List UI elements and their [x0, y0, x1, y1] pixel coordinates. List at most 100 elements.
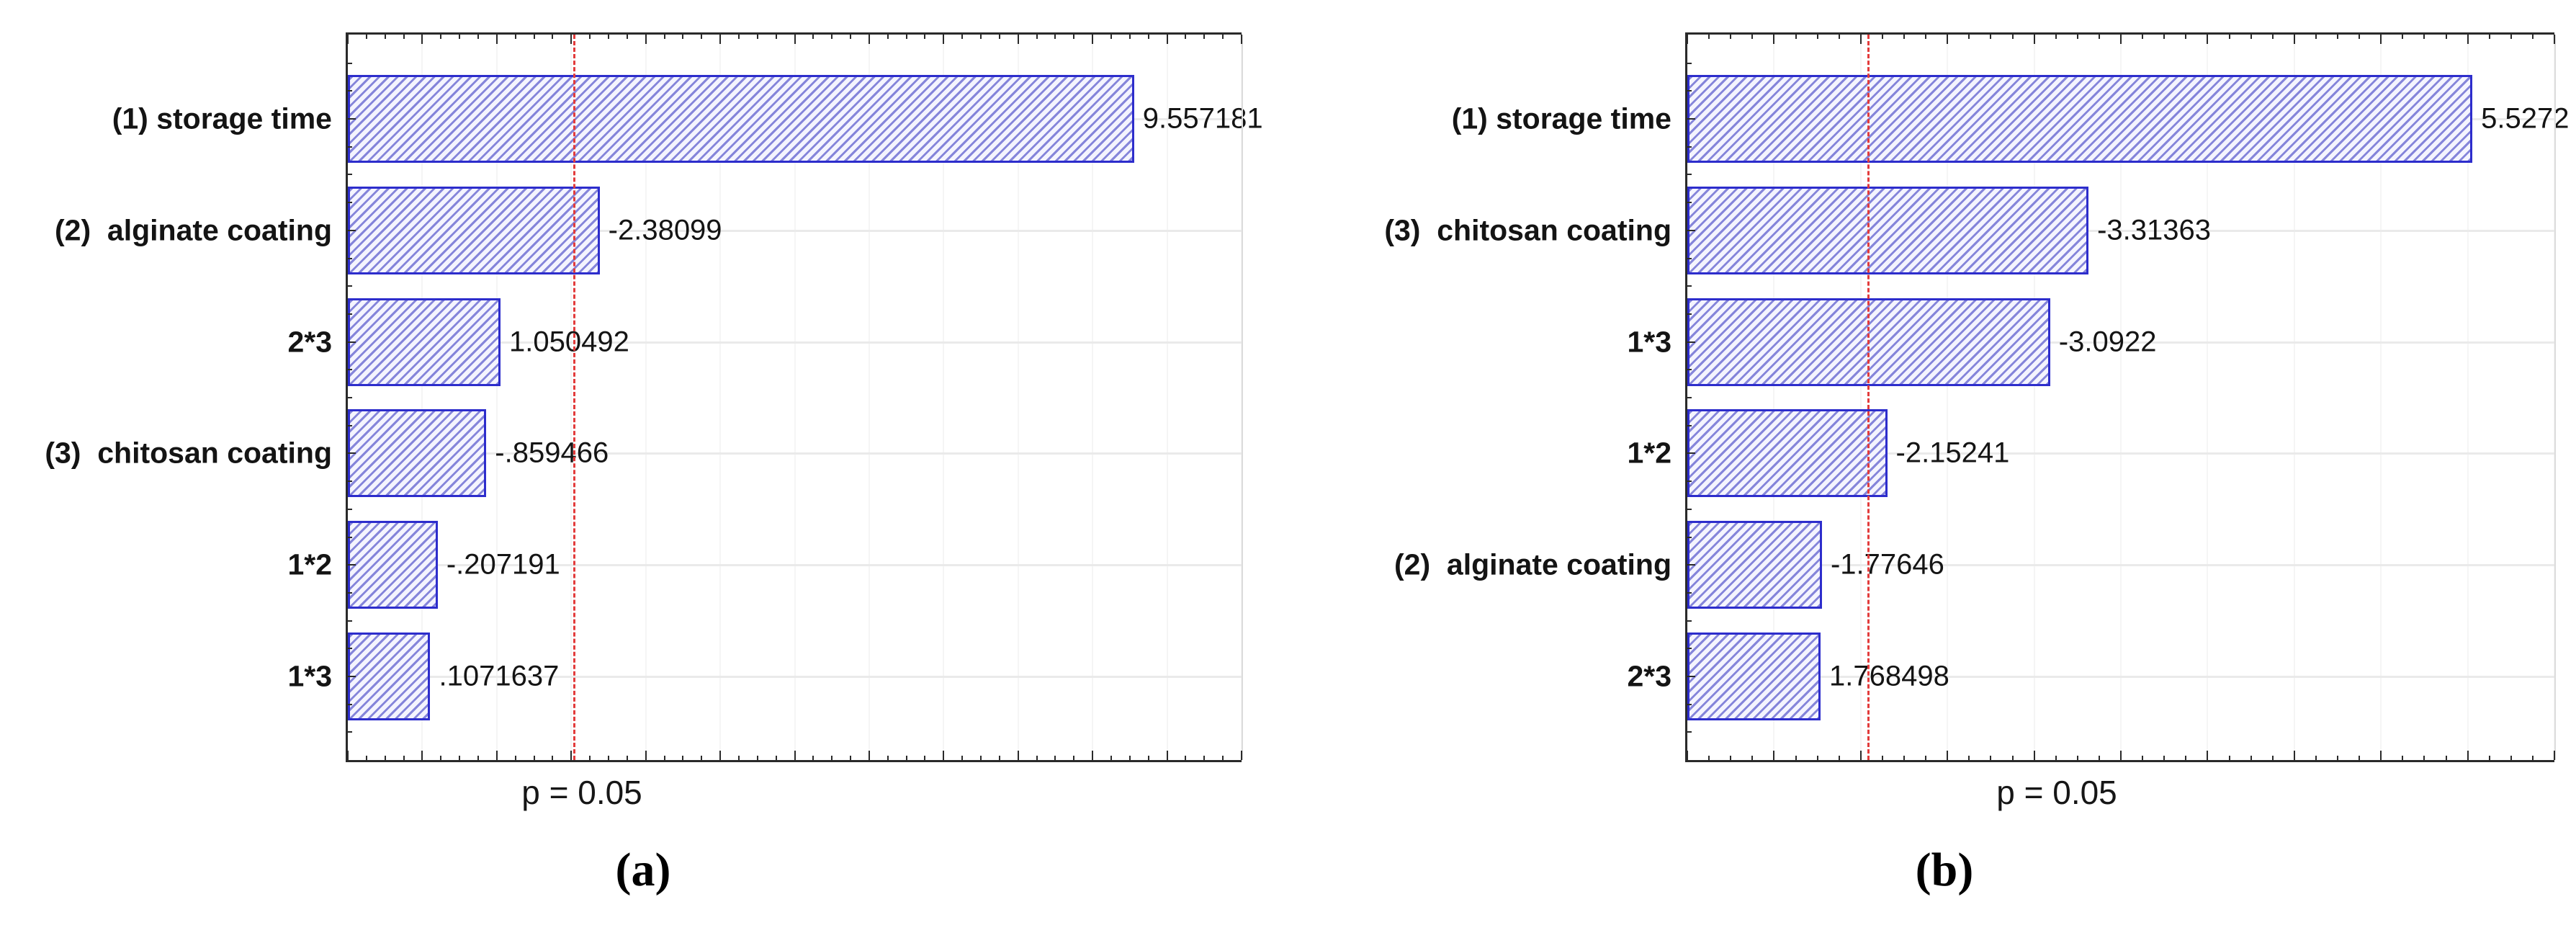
vertical-gridline	[645, 35, 647, 760]
x-major-tick	[645, 35, 647, 44]
significance-line	[573, 35, 575, 760]
y-minor-tick	[1687, 508, 1692, 510]
x-minor-tick	[2531, 35, 2534, 39]
horizontal-gridline	[348, 341, 1242, 344]
x-minor-tick	[850, 35, 852, 39]
category-label: (3) chitosan coating	[1384, 213, 1671, 247]
x-minor-tick	[2423, 756, 2425, 760]
x-minor-tick	[1147, 35, 1149, 39]
x-major-tick	[1241, 35, 1242, 44]
x-minor-tick	[2315, 35, 2317, 39]
x-minor-tick	[1128, 756, 1131, 760]
bar-value-label: .1071637	[439, 660, 560, 692]
effect-bar	[348, 521, 438, 609]
x-minor-tick	[2337, 35, 2338, 39]
category-label: 2*3	[1627, 659, 1671, 693]
x-minor-tick	[2228, 35, 2230, 39]
x-minor-tick	[2076, 35, 2078, 39]
x-minor-tick	[626, 35, 628, 39]
x-minor-tick	[607, 35, 609, 39]
y-major-tick	[348, 676, 356, 677]
x-minor-tick	[775, 756, 777, 760]
x-minor-tick	[1110, 756, 1113, 760]
x-minor-tick	[1185, 35, 1187, 39]
x-minor-tick	[961, 756, 964, 760]
vertical-gridline	[421, 35, 423, 760]
x-minor-tick	[2488, 35, 2490, 39]
x-minor-tick	[1128, 35, 1131, 39]
x-minor-tick	[384, 756, 386, 760]
x-minor-tick	[682, 756, 684, 760]
x-minor-tick	[2402, 756, 2404, 760]
x-major-tick	[2293, 751, 2295, 760]
x-minor-tick	[663, 756, 665, 760]
x-major-tick	[2207, 35, 2209, 44]
y-major-tick	[348, 564, 356, 566]
x-minor-tick	[1838, 756, 1840, 760]
y-minor-tick	[348, 313, 352, 315]
x-major-tick	[2120, 35, 2122, 44]
x-major-tick	[943, 35, 945, 44]
x-minor-tick	[1222, 756, 1224, 760]
x-minor-tick	[1903, 756, 1905, 760]
vertical-gridline	[1859, 35, 1862, 760]
vertical-gridline	[794, 35, 796, 760]
x-minor-tick	[365, 756, 367, 760]
x-major-tick	[347, 751, 349, 760]
y-major-tick	[1687, 341, 1695, 343]
bar-value-label: -2.38099	[608, 214, 722, 246]
vertical-gridline	[719, 35, 722, 760]
x-minor-tick	[1036, 756, 1038, 760]
x-minor-tick	[514, 756, 516, 760]
x-minor-tick	[737, 756, 740, 760]
x-minor-tick	[998, 35, 1000, 39]
x-major-tick	[1687, 35, 1688, 44]
subfigure-caption-a: (a)	[615, 844, 671, 896]
x-minor-tick	[1073, 756, 1075, 760]
horizontal-gridline	[348, 676, 1242, 678]
x-major-tick	[1092, 751, 1094, 760]
bar-value-label: 1.768498	[1829, 660, 1949, 692]
category-label: 1*2	[1627, 436, 1671, 470]
p-value-label-b: p = 0.05	[1996, 774, 2117, 811]
y-minor-tick	[1687, 620, 1692, 622]
x-minor-tick	[905, 35, 907, 39]
x-minor-tick	[459, 756, 461, 760]
x-minor-tick	[1968, 756, 1970, 760]
vertical-gridline	[2380, 35, 2382, 760]
category-label: 1*3	[287, 659, 332, 693]
x-minor-tick	[2531, 756, 2534, 760]
x-minor-tick	[1925, 756, 1927, 760]
y-major-tick	[1687, 564, 1695, 566]
x-major-tick	[1166, 35, 1168, 44]
x-major-tick	[2554, 35, 2555, 44]
x-minor-tick	[2423, 35, 2425, 39]
category-label: (2) alginate coating	[55, 213, 332, 247]
vertical-gridline	[2033, 35, 2035, 760]
x-minor-tick	[552, 756, 554, 760]
effect-bar	[1687, 409, 1888, 498]
y-minor-tick	[348, 257, 352, 259]
horizontal-gridline	[1687, 676, 2554, 678]
x-minor-tick	[440, 756, 442, 760]
x-minor-tick	[2402, 35, 2404, 39]
x-minor-tick	[2098, 35, 2100, 39]
y-minor-tick	[348, 369, 352, 371]
plot-right-border	[1242, 35, 1243, 760]
x-minor-tick	[1147, 756, 1149, 760]
x-minor-tick	[626, 756, 628, 760]
plot-top-border	[348, 32, 1242, 35]
y-major-tick	[348, 452, 356, 455]
x-minor-tick	[459, 35, 461, 39]
x-major-tick	[1947, 35, 1949, 44]
x-major-tick	[719, 751, 722, 760]
x-minor-tick	[1054, 35, 1056, 39]
x-minor-tick	[737, 35, 740, 39]
x-major-tick	[868, 751, 870, 760]
y-minor-tick	[348, 90, 352, 92]
x-minor-tick	[1730, 35, 1732, 39]
x-minor-tick	[2359, 35, 2361, 39]
x-major-tick	[1241, 751, 1242, 760]
vertical-gridline	[570, 35, 573, 760]
